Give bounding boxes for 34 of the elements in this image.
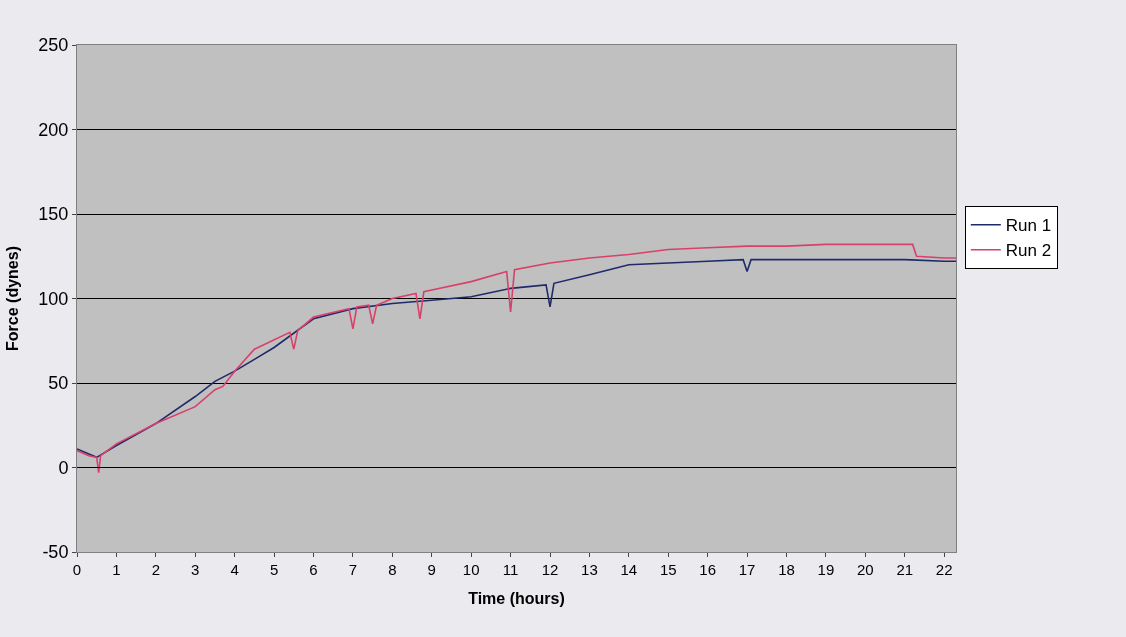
x-tick-label: 10 [462, 561, 480, 578]
legend-label: Run 2 [1005, 241, 1052, 261]
x-tick-label: 20 [857, 561, 874, 578]
x-tick-label: 1 [112, 561, 121, 578]
x-tick-label: 3 [191, 561, 200, 578]
y-tick-label: 250 [38, 35, 69, 56]
x-tick-label: 4 [230, 561, 239, 578]
x-tick-label: 13 [581, 561, 598, 578]
x-tick-label: 18 [778, 561, 795, 578]
x-tick-label: 0 [72, 561, 82, 578]
x-tick-label: 5 [269, 561, 279, 578]
x-tick-label: 11 [502, 561, 519, 578]
x-tick-label: 16 [699, 561, 717, 578]
y-tick-label: 200 [38, 119, 69, 140]
legend-label: Run 1 [1005, 216, 1052, 236]
x-tick-label: 9 [427, 561, 436, 578]
x-tick-label: 8 [388, 561, 397, 578]
x-tick-label: 22 [935, 561, 953, 578]
x-tick-label: 12 [541, 561, 559, 578]
y-tick-label: 0 [58, 457, 69, 478]
y-tick-label: 50 [48, 373, 69, 394]
x-tick-label: 15 [659, 561, 677, 578]
x-tick-label: 6 [309, 561, 318, 578]
y-tick-label: 150 [38, 204, 69, 225]
x-tick-label: 17 [738, 561, 756, 578]
y-axis-title: Force (dynes) [4, 246, 22, 351]
y-tick-label: -50 [42, 542, 69, 563]
x-tick-label: 19 [817, 561, 835, 578]
x-tick-label: 14 [620, 561, 638, 578]
x-tick-label: 7 [348, 561, 358, 578]
x-tick-label: 21 [896, 561, 914, 578]
x-tick-label: 2 [151, 561, 160, 578]
y-tick-label: 100 [38, 288, 69, 309]
x-axis-title: Time (hours) [468, 589, 565, 607]
